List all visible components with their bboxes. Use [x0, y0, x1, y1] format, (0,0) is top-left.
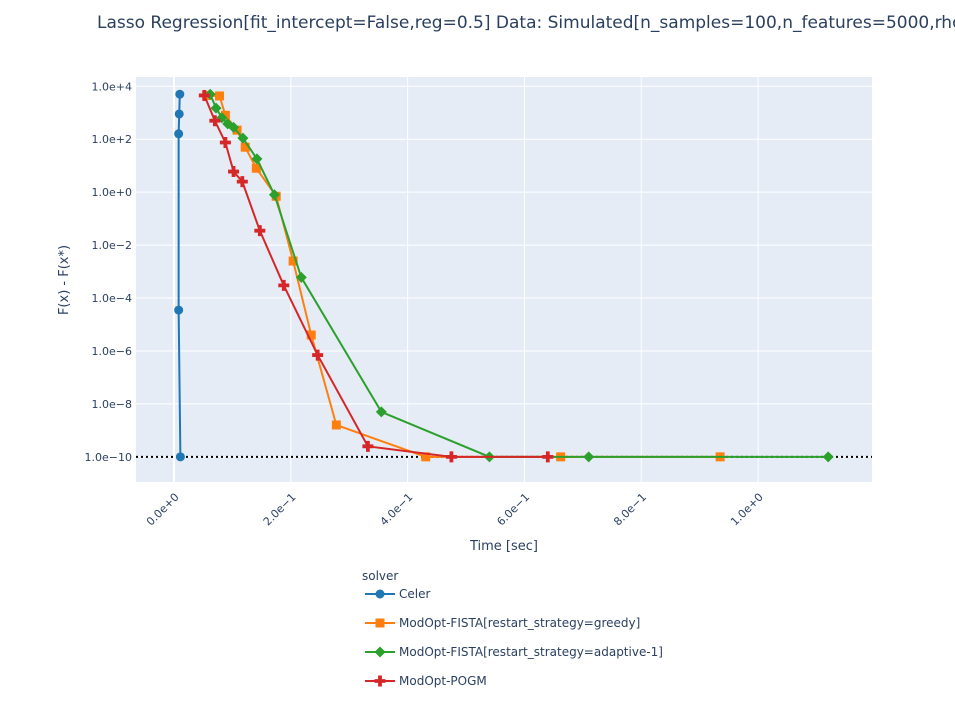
- y-axis-label: F(x) - F(x*): [57, 245, 72, 315]
- data-point: [268, 189, 280, 201]
- series-layer: [174, 88, 834, 463]
- data-point: [822, 451, 834, 463]
- data-point: [198, 89, 210, 101]
- data-point: [240, 142, 250, 152]
- y-tick-label: 1.0e−8: [92, 398, 132, 411]
- legend-title: solver: [362, 569, 398, 583]
- data-point: [228, 166, 240, 178]
- data-point: [175, 89, 185, 99]
- data-point: [174, 109, 184, 119]
- legend-item-3[interactable]: ModOpt-POGM: [365, 674, 487, 688]
- y-tick-label: 1.0e+4: [92, 80, 132, 93]
- data-point: [228, 121, 240, 133]
- data-point: [210, 102, 222, 114]
- legend-item-1[interactable]: ModOpt-FISTA[restart_strategy=greedy]: [365, 616, 640, 630]
- data-point: [219, 137, 231, 149]
- data-point: [421, 452, 431, 462]
- data-point: [295, 271, 307, 283]
- data-point: [375, 406, 387, 418]
- data-point: [331, 420, 341, 430]
- data-point: [306, 330, 316, 340]
- legend: solver Celer ModOpt-FISTA[restart_strateg…: [362, 569, 663, 688]
- y-axis-ticks: 1.0e+4 1.0e+2 1.0e+0 1.0e−2 1.0e−4 1.0e−6 1.0e…: [85, 80, 132, 464]
- data-point: [288, 256, 298, 266]
- data-point: [254, 225, 266, 237]
- data-point: [175, 452, 185, 462]
- legend-item-2[interactable]: ModOpt-FISTA[restart_strategy=adaptive-1…: [365, 645, 663, 659]
- legend-label: Celer: [399, 587, 430, 601]
- data-point: [220, 110, 230, 120]
- plot-area: [136, 77, 872, 482]
- legend-marker: [374, 675, 386, 687]
- grid-lines: [136, 77, 872, 482]
- legend-label: ModOpt-FISTA[restart_strategy=adaptive-1…: [399, 645, 663, 659]
- data-point: [174, 305, 184, 315]
- y-tick-label: 1.0e+2: [92, 133, 132, 146]
- data-point: [251, 163, 261, 173]
- data-point: [251, 153, 263, 165]
- data-point: [362, 440, 374, 452]
- legend-item-0[interactable]: Celer: [365, 587, 430, 601]
- data-point: [312, 349, 324, 361]
- legend-marker: [374, 646, 386, 658]
- data-point: [278, 279, 290, 291]
- y-tick-label: 1.0e−10: [85, 451, 132, 464]
- legend-marker: [375, 618, 385, 628]
- y-tick-label: 1.0e−2: [92, 239, 132, 252]
- legend-label: ModOpt-POGM: [399, 674, 487, 688]
- legend-items: Celer ModOpt-FISTA[restart_strategy=greed…: [365, 587, 663, 688]
- data-point: [174, 129, 184, 139]
- legend-label: ModOpt-FISTA[restart_strategy=greedy]: [399, 616, 640, 630]
- series-0: [174, 89, 185, 462]
- data-point: [215, 91, 225, 101]
- y-tick-label: 1.0e−4: [92, 292, 132, 305]
- data-point: [542, 451, 554, 463]
- data-point: [237, 132, 249, 144]
- series-3: [198, 89, 554, 463]
- x-axis-label: Time [sec]: [469, 539, 538, 554]
- data-point: [445, 451, 457, 463]
- data-point: [236, 176, 248, 188]
- data-point: [209, 115, 221, 127]
- legend-marker: [375, 589, 385, 599]
- y-tick-label: 1.0e+0: [92, 186, 132, 199]
- y-tick-label: 1.0e−6: [92, 345, 132, 358]
- data-point: [583, 451, 595, 463]
- chart-title: Lasso Regression[fit_intercept=False,reg…: [97, 13, 955, 33]
